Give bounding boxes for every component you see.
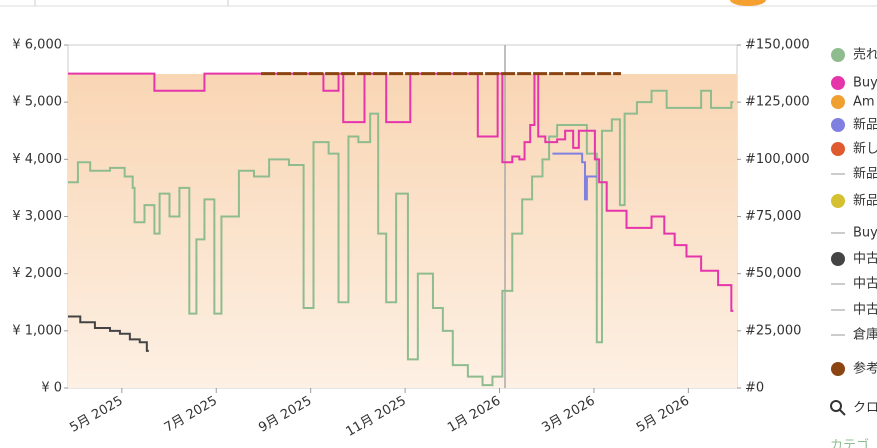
legend-label: 倉庫 [853, 328, 877, 343]
search-label: クロ [853, 401, 877, 416]
x-tick-label: 5月 2025 [67, 394, 125, 436]
y-tick-label: ¥ 6,000 [12, 38, 62, 53]
legend-label: 新品 [853, 166, 877, 182]
y-tick-label: ¥ 0 [41, 381, 62, 396]
y2-tick-label: #125,000 [745, 95, 810, 110]
y2-tick-label: #150,000 [745, 38, 810, 53]
legend-label: 新品 [853, 193, 877, 209]
legend-label: 新品 [853, 117, 877, 133]
y2-tick-label: #50,000 [745, 266, 801, 281]
y2-tick-label: #0 [745, 381, 764, 396]
y-tick-label: ¥ 5,000 [12, 95, 62, 110]
legend-marker [831, 48, 845, 62]
x-tick-label: 7月 2025 [162, 394, 220, 436]
x-tick-label: 1月 2026 [445, 394, 503, 436]
legend-label: Buy [853, 76, 877, 91]
legend-label: 売れ [853, 47, 877, 63]
legend-label: Buy [853, 226, 877, 241]
y2-tick-label: #75,000 [745, 209, 801, 224]
search-icon [839, 409, 846, 416]
legend-marker [831, 76, 845, 90]
y-tick-label: ¥ 3,000 [12, 209, 62, 224]
legend-marker [831, 362, 845, 376]
series-line [68, 89, 734, 387]
x-tick-label: 5月 2026 [634, 394, 692, 436]
legend-label: 中古 [853, 277, 877, 292]
legend-label: 参考 [853, 361, 877, 377]
y2-tick-label: #25,000 [745, 323, 801, 338]
y2-tick-label: #100,000 [745, 152, 810, 167]
y-tick-label: ¥ 1,000 [12, 323, 62, 338]
legend-marker [831, 95, 845, 109]
series-line [552, 152, 597, 201]
legend-label: 中古 [853, 303, 877, 318]
search-icon [830, 400, 842, 412]
x-tick-label: 3月 2026 [540, 394, 598, 436]
top-tabs [0, 0, 877, 7]
legend-marker [831, 118, 845, 132]
x-tick-label: 9月 2025 [256, 394, 314, 436]
legend-label: 新し [853, 141, 877, 157]
legend-label: Am [853, 95, 875, 110]
legend-marker [831, 252, 845, 266]
legend-marker [831, 194, 845, 208]
y-tick-label: ¥ 2,000 [12, 266, 62, 281]
y-tick-label: ¥ 4,000 [12, 152, 62, 167]
area-fill [68, 74, 737, 388]
x-tick-label: 11月 2025 [344, 394, 409, 440]
legend-marker [831, 142, 845, 156]
legend-label: 中古 [853, 252, 877, 267]
series-line [68, 315, 149, 352]
series-line [68, 72, 734, 312]
category-label: カテゴ [830, 438, 869, 448]
